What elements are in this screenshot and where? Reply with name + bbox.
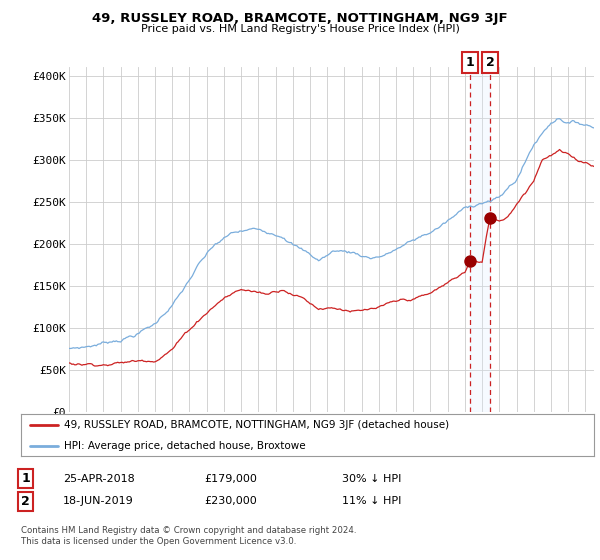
Text: 25-APR-2018: 25-APR-2018 [63,474,135,484]
Text: 49, RUSSLEY ROAD, BRAMCOTE, NOTTINGHAM, NG9 3JF (detached house): 49, RUSSLEY ROAD, BRAMCOTE, NOTTINGHAM, … [64,420,449,430]
Text: Price paid vs. HM Land Registry's House Price Index (HPI): Price paid vs. HM Land Registry's House … [140,24,460,34]
Text: £230,000: £230,000 [204,496,257,506]
Bar [470,67,490,412]
Text: 11% ↓ HPI: 11% ↓ HPI [342,496,401,506]
Text: HPI: Average price, detached house, Broxtowe: HPI: Average price, detached house, Brox… [64,441,305,451]
Text: 18-JUN-2019: 18-JUN-2019 [63,496,134,506]
Text: 1: 1 [466,56,474,69]
Text: Contains HM Land Registry data © Crown copyright and database right 2024.
This d: Contains HM Land Registry data © Crown c… [21,526,356,546]
Text: 2: 2 [22,494,30,508]
Text: £179,000: £179,000 [204,474,257,484]
Text: 1: 1 [22,472,30,486]
Text: 30% ↓ HPI: 30% ↓ HPI [342,474,401,484]
Text: 49, RUSSLEY ROAD, BRAMCOTE, NOTTINGHAM, NG9 3JF: 49, RUSSLEY ROAD, BRAMCOTE, NOTTINGHAM, … [92,12,508,25]
Text: 2: 2 [485,56,494,69]
